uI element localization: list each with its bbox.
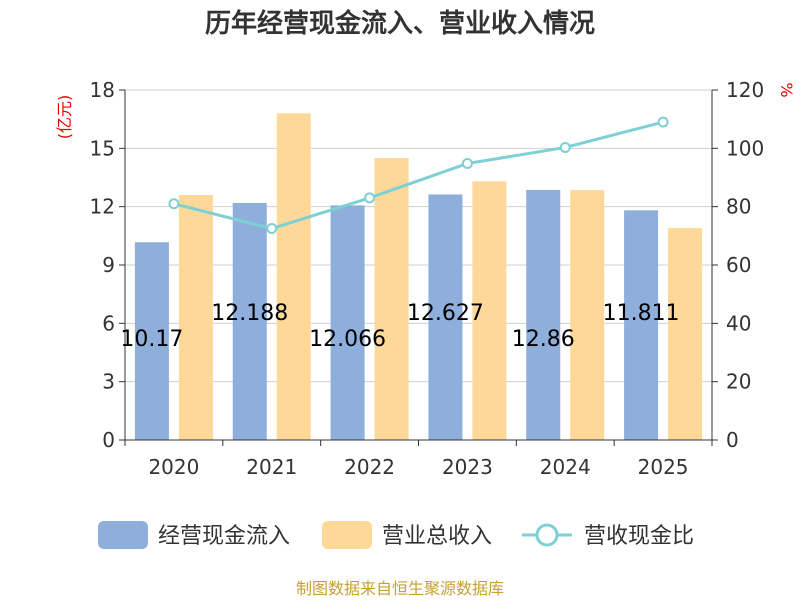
bar-revenue [570,190,605,440]
data-label-cash-inflow: 11.811 [603,301,680,326]
bar-revenue [472,181,507,440]
source-note: 制图数据来自恒生聚源数据库 [296,579,504,598]
legend-label-revenue: 营业总收入 [382,524,492,549]
x-tick-label: 2023 [442,455,493,479]
bar-revenue [668,228,703,440]
y-left-tick-label: 12 [90,195,115,219]
bar-revenue [374,158,409,441]
data-label-cash-inflow: 12.86 [512,327,575,352]
ratio-point [168,198,180,210]
y-right-tick-label: 0 [726,428,739,452]
data-label-cash-inflow: 12.627 [407,301,484,326]
y-right-tick-label: 80 [726,195,751,219]
ratio-line-path [173,120,664,231]
x-tick-label: 2025 [638,455,689,479]
ratio-point [461,158,473,169]
chart-title: 历年经营现金流入、营业收入情况 [205,8,595,39]
legend-swatch-ratio-marker [535,523,559,547]
bar-cash-inflow [428,194,463,440]
legend: 经营现金流入 营业总收入 营收现金比 [98,521,694,549]
y-right-tick-label: 20 [726,370,751,394]
legend-swatch-revenue [322,521,372,549]
y-right-unit-label: % [777,82,796,97]
y-left-tick-label: 18 [90,78,115,102]
bar-revenue [178,195,213,440]
legend-label-cash-inflow: 经营现金流入 [158,524,290,549]
y-left-tick-label: 6 [102,311,115,335]
x-tick-label: 2020 [148,455,199,479]
y-right-tick-label: 40 [726,311,751,335]
y-right-tick-label: 100 [726,136,764,160]
ratio-line [168,116,669,235]
axes: 0 3 6 9 12 15 18 0 20 40 60 80 100 120 2020 2021 2022 202… [90,78,765,479]
ratio-point [657,116,669,128]
y-right-tick-label: 60 [726,253,751,277]
x-tick-label: 2024 [540,455,591,479]
ratio-point [266,223,278,235]
bar-cash-inflow [526,189,561,440]
y-left-unit-label: (亿元) [55,95,74,140]
y-right-tick-label: 120 [726,78,764,102]
data-label-cash-inflow: 10.17 [120,327,183,352]
bar-revenue [276,113,311,440]
x-tick-label: 2022 [344,455,395,479]
y-left-tick-label: 3 [102,370,115,394]
bar-cash-inflow [330,205,365,440]
gridlines [125,89,712,383]
legend-label-ratio: 营收现金比 [584,524,694,549]
bar-cash-inflow [624,210,659,440]
bar-cash-inflow [232,203,267,440]
bar-cash-inflow [134,242,169,440]
y-left-tick-label: 9 [102,253,115,277]
ratio-point [559,141,571,153]
bars [134,113,703,441]
ratio-point [364,192,376,204]
data-label-cash-inflow: 12.066 [309,327,386,352]
data-labels: 10.17 12.188 12.066 12.627 12.86 11.811 [120,301,679,352]
x-tick-label: 2021 [246,455,297,479]
legend-swatch-cash-inflow [98,521,148,549]
y-left-tick-label: 15 [90,136,115,160]
data-label-cash-inflow: 12.188 [211,301,288,326]
y-left-tick-label: 0 [102,428,115,452]
